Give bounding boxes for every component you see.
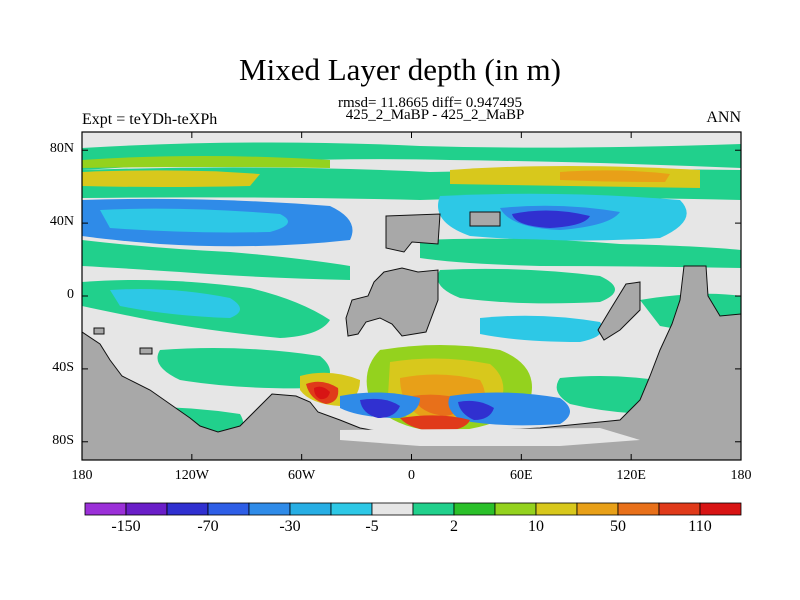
lon-label: 0	[408, 468, 415, 483]
land-patch	[469, 211, 501, 227]
lon-label: 60W	[288, 468, 316, 483]
contour-region	[458, 400, 494, 420]
lat-label: 80N	[49, 141, 74, 157]
colorbar-swatch	[412, 502, 455, 516]
land-island	[139, 347, 153, 355]
colorbar-label: -70	[197, 518, 219, 535]
land-maritime-asia	[597, 281, 641, 341]
colorbar-label: 110	[688, 518, 712, 535]
contour-region	[480, 315, 603, 342]
contour-region	[437, 268, 615, 304]
contour-region	[82, 170, 260, 187]
lat-label: 40S	[52, 359, 74, 375]
colorbar-label: 10	[528, 518, 544, 535]
colorbar-swatch	[658, 502, 701, 516]
colorbar-label: 50	[610, 518, 626, 535]
colorbar-swatch	[494, 502, 537, 516]
colorbar-label: -150	[111, 518, 141, 535]
lat-label: 40N	[49, 214, 74, 230]
lon-label: 60E	[510, 468, 533, 483]
contour-region	[420, 238, 741, 268]
lon-label: 180	[71, 468, 93, 483]
colorbar-swatch	[576, 502, 619, 516]
colorbar-swatch	[166, 502, 209, 516]
field-layer	[82, 132, 741, 460]
colorbar-swatch	[289, 502, 332, 516]
lat-label: 0	[67, 287, 74, 302]
lat-label: 80S	[52, 432, 74, 448]
axis-ticks	[81, 132, 742, 460]
field-patch	[340, 428, 640, 446]
contour-region	[110, 289, 240, 318]
colorbar-swatch	[330, 502, 373, 516]
map-title: Mixed Layer depth (in m)	[239, 52, 561, 87]
contour-region	[157, 348, 330, 389]
contour-region	[560, 170, 670, 182]
colorbar-label: -5	[365, 518, 379, 535]
colorbar-swatch	[248, 502, 291, 516]
colorbar-swatch	[125, 502, 168, 516]
land-island	[93, 327, 105, 335]
colorbar-swatch	[617, 502, 660, 516]
land-eurasia-patch	[385, 213, 441, 253]
colorbar-swatch	[207, 502, 250, 516]
land-southern-continents	[82, 265, 741, 460]
contour-region	[400, 415, 470, 432]
season-label: ANN	[706, 109, 741, 126]
stats-line: rmsd= 11.8665 diff= 0.947495	[338, 95, 522, 111]
contour-region	[82, 156, 330, 168]
contour-region	[82, 240, 350, 280]
contour-region	[360, 398, 400, 418]
contour-region	[512, 210, 590, 228]
colorbar-swatch	[84, 502, 127, 516]
colorbar-swatch	[535, 502, 578, 516]
colorbar-label: -30	[279, 518, 301, 535]
contour-region	[314, 386, 330, 400]
colorbar-swatch	[453, 502, 496, 516]
land-mask	[82, 211, 741, 460]
lon-label: 120W	[174, 468, 209, 483]
lon-label: 180	[730, 468, 752, 483]
lon-label: 120E	[616, 468, 646, 483]
colorbar	[84, 502, 742, 516]
colorbar-swatch	[371, 502, 414, 516]
contour-region	[82, 142, 741, 170]
experiment-label: Expt = teYDh-teXPh	[82, 111, 218, 128]
colorbar-swatch	[699, 502, 742, 516]
experiment-pair: 425_2_MaBP - 425_2_MaBP	[345, 107, 525, 123]
land-africa-arabia	[345, 267, 439, 337]
colorbar-label: 2	[450, 518, 458, 535]
contour-region	[100, 208, 288, 233]
